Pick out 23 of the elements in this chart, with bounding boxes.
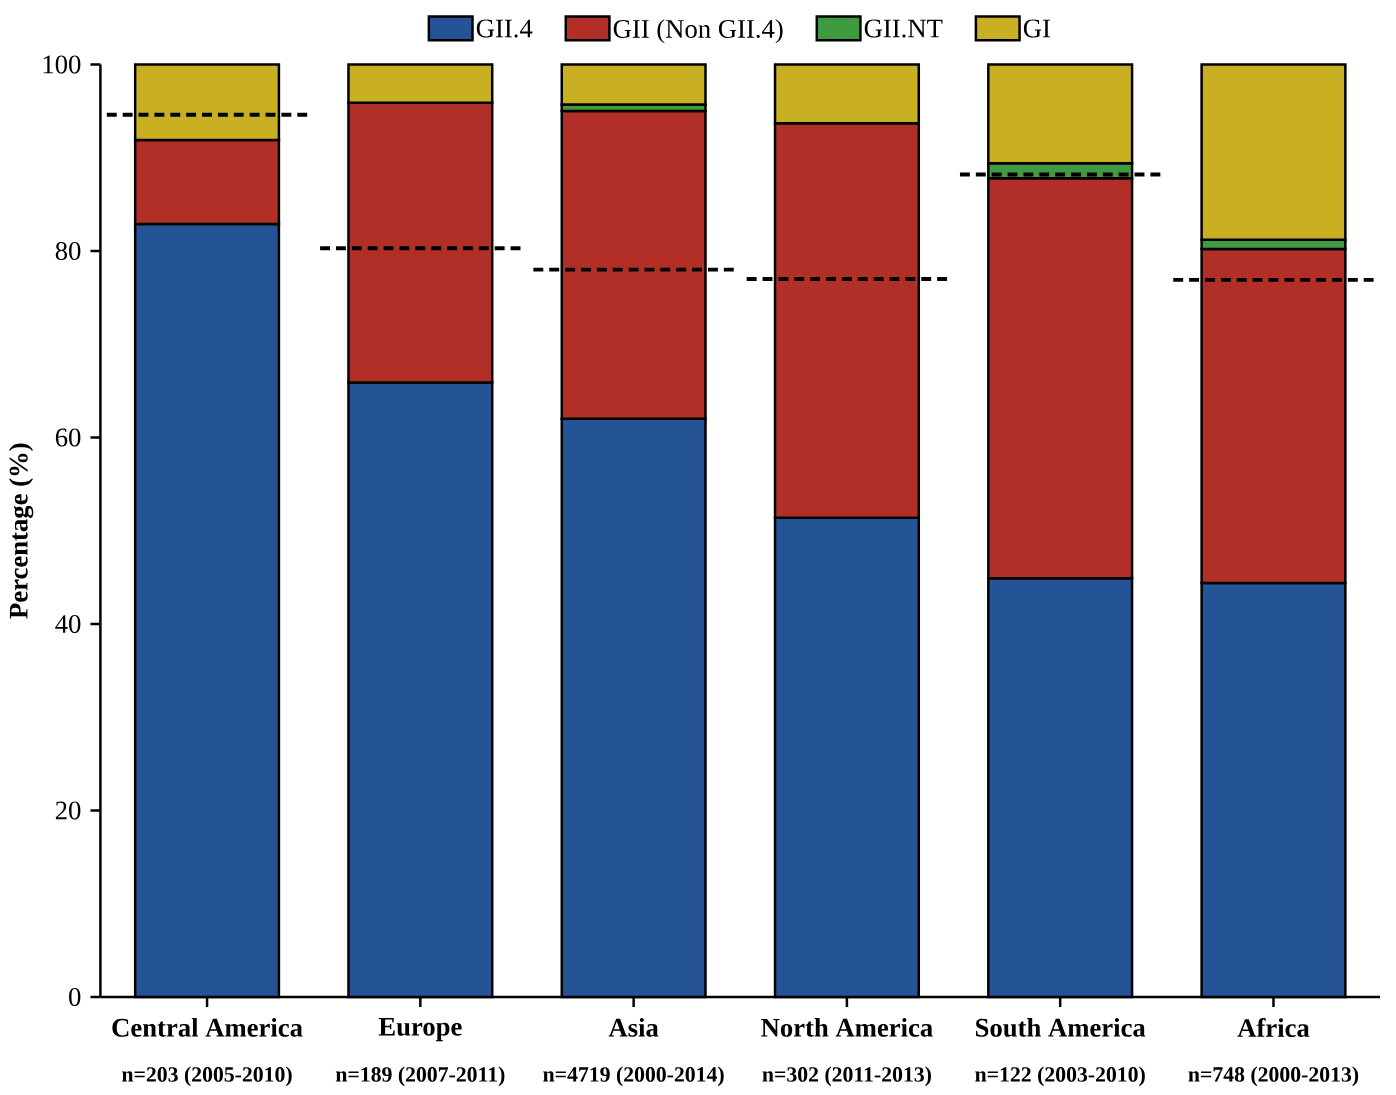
y-tick-label: 20 <box>55 801 81 820</box>
legend-label: GII.NT <box>864 19 943 38</box>
y-tick-label: 100 <box>43 55 81 74</box>
y-tick-label: 80 <box>55 241 81 260</box>
text: n=189 (2007-2011) <box>335 1066 505 1087</box>
text: n=302 (2011-2013) <box>762 1066 931 1087</box>
legend-label: GI <box>1023 19 1050 38</box>
x-tick-label: Asia <box>608 1017 659 1037</box>
x-tick-label: Central America <box>112 1017 303 1037</box>
legend-label: GII.4 <box>476 19 533 38</box>
y-tick-label: 0 <box>69 987 81 1006</box>
x-tick-label: North America <box>761 1017 933 1037</box>
text: n=4719 (2000-2014) <box>543 1066 724 1087</box>
legend-label: GII (Non GII.4) <box>613 19 783 44</box>
x-tick-label: South America <box>976 1017 1146 1037</box>
text: n=122 (2003-2010) <box>975 1066 1145 1087</box>
text: n=748 (2000-2013) <box>1188 1066 1359 1087</box>
x-tick-label: Europe <box>378 1017 462 1042</box>
y-tick-label: 40 <box>55 614 81 633</box>
y-axis-title: Percentage (%) <box>8 443 34 619</box>
y-tick-label: 60 <box>55 428 81 447</box>
x-tick-label: Africa <box>1237 1017 1310 1037</box>
text: n=203 (2005-2010) <box>122 1066 292 1087</box>
